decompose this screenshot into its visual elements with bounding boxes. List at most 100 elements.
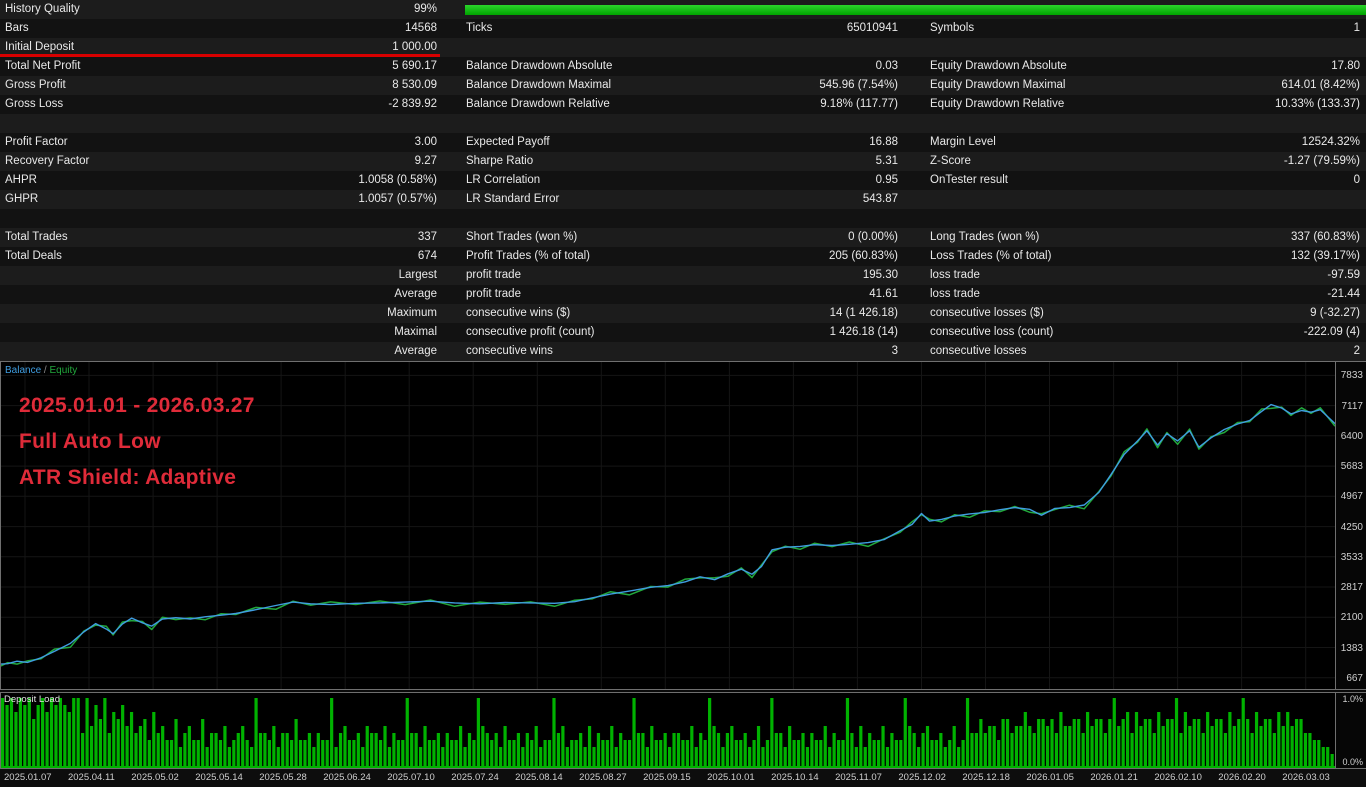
stat-value: Largest — [398, 269, 437, 281]
stat-value: 9.27 — [414, 155, 437, 167]
x-axis-date: 2025.11.07 — [835, 772, 882, 783]
stat-label: Balance Drawdown Maximal — [466, 79, 612, 91]
stat-label: Total Net Profit — [5, 60, 81, 72]
stat-value: 0 — [1353, 174, 1360, 186]
stats-row: Gross Loss -2 839.92 Balance Drawdown Rela… — [0, 95, 1366, 114]
deposit-load-panel: Deposit Load 1.0% 0.0% — [0, 692, 1366, 769]
y-axis-tick: 3533 — [1340, 551, 1363, 563]
stat-label: History Quality — [5, 3, 80, 15]
chart-legend: Balance / Equity — [5, 365, 77, 376]
x-axis-dates: 2025.01.07 2025.04.11 2025.05.02 2025.05.14… — [0, 769, 1366, 787]
stat-label: Bars — [5, 22, 29, 34]
deposit-load-label: Deposit Load — [4, 694, 60, 705]
stat-label: Gross Profit — [5, 79, 66, 91]
stat-value: 543.87 — [862, 193, 898, 205]
deposit-y-axis: 1.0% 0.0% — [1336, 693, 1366, 768]
stat-value: 9.18% (117.77) — [820, 98, 898, 110]
stat-label: Margin Level — [930, 136, 996, 148]
stat-label: LR Standard Error — [466, 193, 560, 205]
stat-value: 14568 — [405, 22, 437, 34]
deposit-min-label: 0.0% — [1342, 757, 1363, 767]
x-axis-date: 2025.05.28 — [259, 772, 307, 783]
stat-label: loss trade — [930, 288, 980, 300]
stats-row: History Quality 99% — [0, 0, 1366, 19]
x-axis-date: 2025.01.07 — [4, 772, 52, 783]
stat-value: 0.95 — [875, 174, 898, 186]
stat-label: profit trade — [466, 269, 521, 281]
stat-label: GHPR — [5, 193, 39, 205]
chart-y-axis: 7833 7117 6400 5683 4967 4250 3533 2817 2100 1383… — [1336, 362, 1366, 689]
balance-chart-plot[interactable]: Balance / Equity 2025.01.01 - 2026.03.27… — [0, 362, 1336, 689]
stat-value: Average — [394, 345, 437, 357]
y-axis-tick: 1383 — [1340, 642, 1363, 654]
stat-label: profit trade — [466, 288, 521, 300]
stat-value: 0 (0.00%) — [848, 231, 898, 243]
y-axis-tick: 4967 — [1340, 491, 1363, 503]
stat-value: 132 (39.17%) — [1290, 250, 1360, 262]
stat-label: consecutive wins ($) — [466, 307, 571, 319]
x-axis-date: 2025.08.14 — [515, 772, 563, 783]
stat-label: Gross Loss — [5, 98, 64, 110]
x-axis-date: 2025.10.01 — [707, 772, 755, 783]
chart-annotations: 2025.01.01 - 2026.03.27 Full Auto Low AT… — [19, 388, 255, 496]
legend-separator: / — [41, 365, 50, 376]
x-axis-date: 2025.12.18 — [962, 772, 1010, 783]
stat-value: 10.33% (133.37) — [1274, 98, 1360, 110]
annotation-date-range: 2025.01.01 - 2026.03.27 — [19, 394, 255, 417]
stat-value: 195.30 — [862, 269, 898, 281]
stat-label: Short Trades (won %) — [466, 231, 578, 243]
stat-label: Sharpe Ratio — [466, 155, 534, 167]
stats-row: AHPR 1.0058 (0.58%) LR Correlation 0.95 OnTe… — [0, 171, 1366, 190]
stat-value: 14 (1 426.18) — [829, 307, 898, 319]
stat-label: Profit Trades (% of total) — [466, 250, 590, 262]
annotation-strategy-mode: ATR Shield: Adaptive — [19, 466, 237, 489]
stat-value: 1 — [1353, 22, 1360, 34]
x-axis-date: 2025.06.24 — [323, 772, 371, 783]
stat-value: 2 — [1353, 345, 1360, 357]
x-axis-date: 2026.02.10 — [1154, 772, 1202, 783]
stat-label: LR Correlation — [466, 174, 541, 186]
stats-row: Gross Profit 8 530.09 Balance Drawdown Max… — [0, 76, 1366, 95]
stat-value: -2 839.92 — [388, 98, 437, 110]
y-axis-tick: 2817 — [1340, 582, 1363, 594]
stat-label: Profit Factor — [5, 136, 68, 148]
stats-row: Average profit trade 41.61 loss trade -21.44 — [0, 285, 1366, 304]
stat-value: 337 (60.83%) — [1290, 231, 1360, 243]
deposit-load-plot[interactable]: Deposit Load — [0, 693, 1336, 768]
stat-value: 5.31 — [875, 155, 898, 167]
stats-row: Largest profit trade 195.30 loss trade -97.5… — [0, 266, 1366, 285]
stat-value: 3 — [891, 345, 898, 357]
stat-value: 9 (-32.27) — [1310, 307, 1360, 319]
deposit-max-label: 1.0% — [1342, 694, 1363, 704]
stat-value: 1.0058 (0.58%) — [358, 174, 437, 186]
stats-row: Total Trades 337 Short Trades (won %) 0 (0.… — [0, 228, 1366, 247]
stat-label: consecutive losses ($) — [930, 307, 1044, 319]
stat-label: Recovery Factor — [5, 155, 90, 167]
stat-label: Equity Drawdown Maximal — [930, 79, 1066, 91]
x-axis-date: 2025.09.15 — [643, 772, 691, 783]
stat-label: Z-Score — [930, 155, 971, 167]
stat-value: Average — [394, 288, 437, 300]
stat-value: 1 000.00 — [392, 41, 437, 53]
stats-row: Profit Factor 3.00 Expected Payoff 16.88 Mar… — [0, 133, 1366, 152]
x-axis-date: 2026.02.20 — [1218, 772, 1266, 783]
stats-row: Bars 14568 Ticks 65010941 Symbols 1 — [0, 19, 1366, 38]
legend-balance-label: Balance — [5, 365, 42, 376]
stat-label: consecutive profit (count) — [466, 326, 595, 338]
stat-value: 12524.32% — [1301, 136, 1360, 148]
y-axis-tick: 4250 — [1340, 521, 1363, 533]
stat-value: 8 530.09 — [392, 79, 437, 91]
stat-label: Loss Trades (% of total) — [930, 250, 1052, 262]
stats-table: History Quality 99% Bars 14568 Ticks 65010941… — [0, 0, 1366, 361]
y-axis-tick: 7833 — [1340, 370, 1363, 382]
x-axis-date: 2025.05.02 — [131, 772, 179, 783]
balance-chart-panel: Balance / Equity 2025.01.01 - 2026.03.27… — [0, 361, 1366, 690]
stat-value: -21.44 — [1327, 288, 1360, 300]
y-axis-tick: 2100 — [1340, 612, 1363, 624]
stat-label: consecutive loss (count) — [930, 326, 1054, 338]
initial-deposit-marker — [0, 54, 440, 57]
stat-value: 41.61 — [869, 288, 898, 300]
stat-value: -97.59 — [1327, 269, 1360, 281]
stat-value: 205 (60.83%) — [828, 250, 898, 262]
